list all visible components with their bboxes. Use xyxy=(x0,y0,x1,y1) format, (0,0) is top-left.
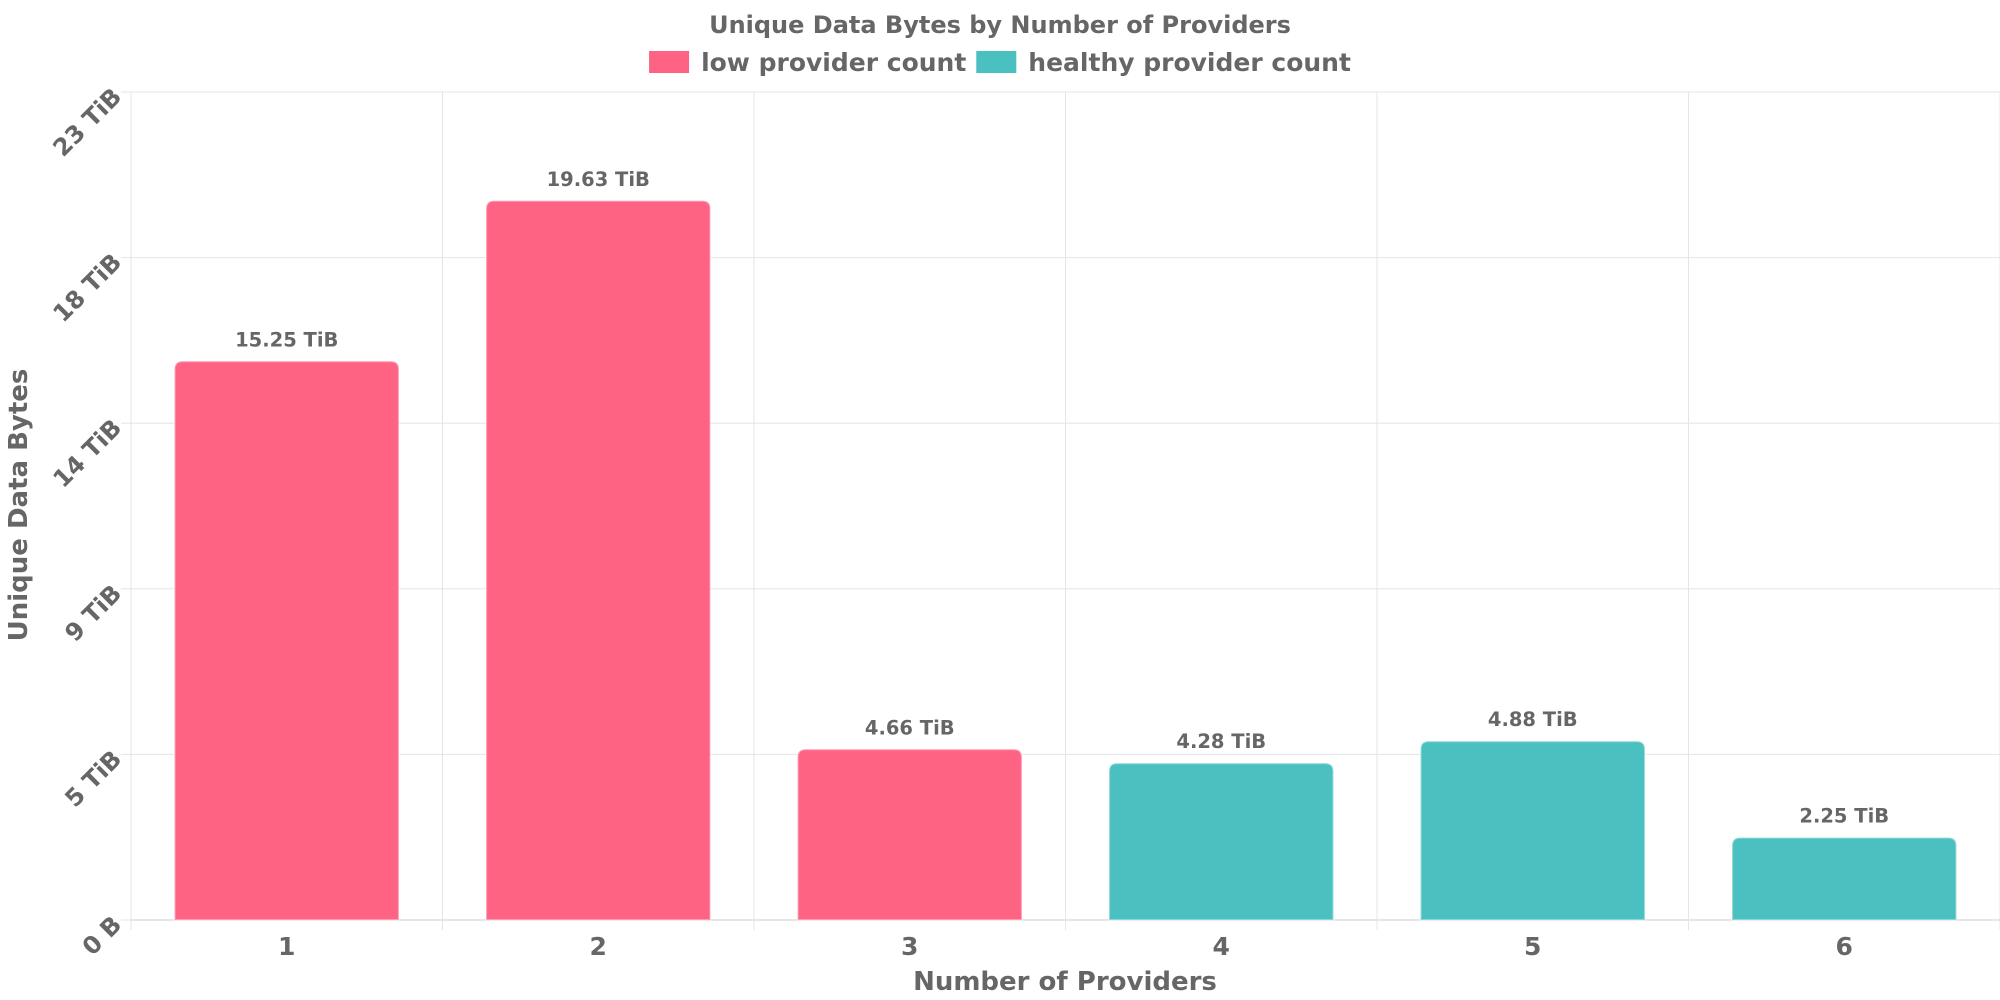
chart-title: Unique Data Bytes by Number of Providers xyxy=(709,11,1291,39)
y-tick-label: 9 TiB xyxy=(59,579,127,647)
data-label: 2.25 TiB xyxy=(1799,805,1889,828)
data-label: 4.88 TiB xyxy=(1488,708,1578,731)
y-axis-title: Unique Data Bytes xyxy=(4,369,34,642)
x-tick-label: 6 xyxy=(1836,932,1853,961)
x-tick-label: 3 xyxy=(901,932,918,961)
x-tick-label: 1 xyxy=(278,932,295,961)
bar-5[interactable] xyxy=(1419,740,1646,921)
bar-3[interactable] xyxy=(796,748,1023,921)
grid-layer xyxy=(121,91,2000,930)
bar-1[interactable] xyxy=(173,360,400,921)
bar-2[interactable] xyxy=(485,199,712,921)
legend-item[interactable]: healthy provider count xyxy=(976,48,1351,77)
data-label: 19.63 TiB xyxy=(547,168,650,191)
y-tick-label: 23 TiB xyxy=(48,82,128,162)
legend-label: low provider count xyxy=(701,48,966,77)
x-tick-label: 2 xyxy=(590,932,607,961)
bar-4[interactable] xyxy=(1108,762,1335,921)
bars-layer xyxy=(173,199,1958,921)
x-tick-label: 5 xyxy=(1524,932,1541,961)
y-tick-label: 0 B xyxy=(77,910,127,960)
labels-layer: 15.25 TiB 19.63 TiB 4.66 TiB 4.28 TiB 4.88 T… xyxy=(235,168,1889,828)
legend-label: healthy provider count xyxy=(1028,48,1351,77)
data-label: 4.66 TiB xyxy=(865,716,955,739)
data-label: 4.28 TiB xyxy=(1176,730,1266,753)
y-tick-label: 14 TiB xyxy=(48,414,128,494)
legend-swatch xyxy=(976,51,1017,73)
legend-swatch xyxy=(649,51,690,73)
y-tick-label: 18 TiB xyxy=(48,248,128,328)
legend: low provider count healthy provider count xyxy=(649,48,1351,77)
x-tick-label: 4 xyxy=(1213,932,1230,961)
data-label: 15.25 TiB xyxy=(235,328,338,351)
y-tick-label: 5 TiB xyxy=(59,745,127,813)
bar-6[interactable] xyxy=(1731,836,1958,921)
x-axis-title: Number of Providers xyxy=(913,967,1217,997)
legend-item[interactable]: low provider count xyxy=(649,48,966,77)
